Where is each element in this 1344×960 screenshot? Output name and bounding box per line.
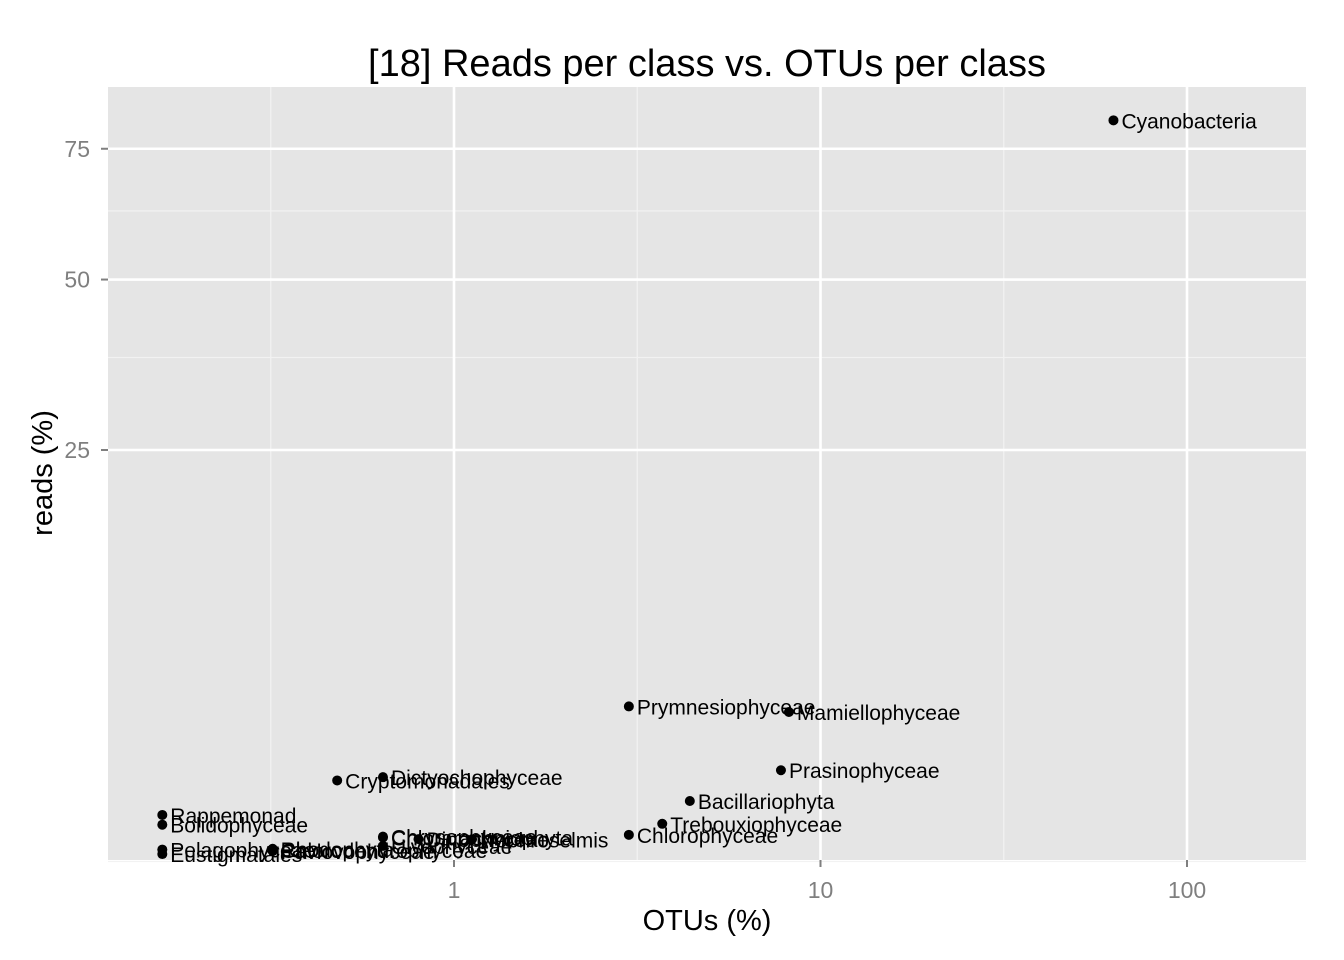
data-point — [413, 834, 424, 845]
data-point — [657, 818, 668, 829]
x-tick-label: 100 — [1168, 877, 1206, 903]
x-axis-ticks: 1 10 100 — [448, 860, 1206, 903]
plot-panel — [108, 87, 1306, 860]
point-label: Pavlovophyceae — [281, 841, 435, 864]
point-label: Dictyochophyceae — [391, 767, 563, 790]
point-label: Nephroselmis — [480, 829, 608, 852]
point-label: Dinophyceae — [426, 829, 549, 852]
point-label: Bolidophyceae — [170, 815, 308, 838]
data-point — [783, 706, 794, 717]
data-point — [157, 809, 168, 820]
data-point — [377, 772, 388, 783]
data-point — [332, 775, 343, 786]
y-tick-label: 75 — [64, 136, 90, 162]
point-label: Rhodophyta — [281, 839, 395, 862]
data-point — [623, 829, 634, 840]
point-label: Chlorophyceae — [637, 825, 778, 848]
data-point — [377, 832, 388, 843]
point-labels: Cyanobacteria PrymnesiophyceaeMamiellophy… — [170, 110, 1257, 867]
data-point — [467, 834, 478, 845]
point-label: Cyanobacteria — [1121, 110, 1257, 133]
data-point — [377, 840, 388, 851]
point-label: Prymnesiophyceae — [637, 696, 816, 719]
point-label: Bacillariophyta — [698, 791, 835, 814]
point-label: Chlorarachniophyta — [391, 828, 573, 851]
chart-title: [18] Reads per class vs. OTUs per class — [368, 43, 1046, 85]
point-label: Ulvophyceae — [391, 836, 512, 859]
y-axis-ticks: 25 50 75 — [64, 136, 108, 463]
data-point — [775, 765, 786, 776]
y-tick-label: 25 — [64, 437, 90, 463]
point-label: Chlorodendrophyceae — [281, 840, 488, 863]
data-point — [684, 796, 695, 807]
data-point — [267, 846, 278, 857]
point-label: Cryptomonadales — [345, 770, 510, 793]
point-label: Rappemonad — [170, 805, 296, 828]
point-label: Pelagophyceae — [170, 840, 315, 863]
point-label: Prasinophyceae — [789, 760, 940, 783]
x-axis-title: OTUs (%) — [643, 905, 772, 937]
point-label: Eustigmatales — [170, 844, 302, 867]
x-tick-label: 1 — [448, 877, 461, 903]
point-label: Trebouxiophyceae — [670, 814, 842, 837]
x-tick-label: 10 — [808, 877, 834, 903]
point-label: Chrysophyceae — [391, 827, 537, 850]
data-point — [157, 849, 168, 860]
point-label: Mamiellophyceae — [797, 702, 960, 725]
y-tick-label: 50 — [64, 267, 90, 293]
data-point — [157, 819, 168, 830]
data-points — [157, 115, 1119, 860]
data-point — [1108, 115, 1119, 126]
y-axis-title: reads (%) — [27, 410, 59, 536]
grid-lines — [108, 87, 1306, 863]
data-point — [623, 701, 634, 712]
